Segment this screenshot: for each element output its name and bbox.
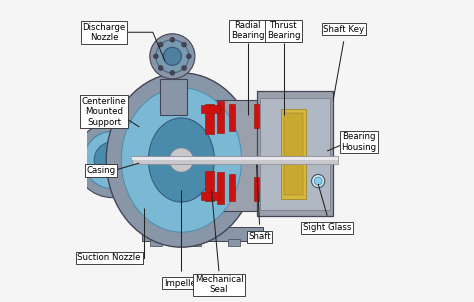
FancyBboxPatch shape: [254, 177, 259, 201]
Text: Centerline
Mounted
Support: Centerline Mounted Support: [82, 97, 127, 127]
FancyBboxPatch shape: [254, 104, 259, 128]
Circle shape: [182, 66, 186, 70]
FancyBboxPatch shape: [205, 171, 214, 201]
FancyBboxPatch shape: [201, 191, 220, 200]
Circle shape: [314, 177, 322, 185]
Circle shape: [84, 131, 141, 188]
Circle shape: [156, 40, 189, 73]
Text: Casing: Casing: [87, 166, 116, 175]
FancyBboxPatch shape: [260, 98, 330, 210]
Text: Radial
Bearing: Radial Bearing: [231, 21, 264, 40]
FancyBboxPatch shape: [229, 104, 236, 131]
Text: Shaft Key: Shaft Key: [323, 25, 365, 34]
FancyBboxPatch shape: [256, 91, 333, 216]
Circle shape: [164, 47, 182, 65]
Circle shape: [158, 66, 163, 70]
Circle shape: [170, 70, 175, 75]
Circle shape: [311, 175, 325, 188]
FancyBboxPatch shape: [189, 239, 201, 246]
Text: Impeller: Impeller: [164, 279, 199, 288]
Circle shape: [150, 34, 195, 79]
Circle shape: [154, 54, 158, 59]
FancyBboxPatch shape: [132, 156, 337, 164]
FancyBboxPatch shape: [142, 227, 263, 241]
FancyBboxPatch shape: [218, 101, 224, 133]
Text: Discharge
Nozzle: Discharge Nozzle: [82, 23, 126, 42]
FancyBboxPatch shape: [150, 239, 162, 246]
FancyBboxPatch shape: [283, 114, 303, 194]
FancyBboxPatch shape: [218, 172, 224, 204]
Text: Sight Glass: Sight Glass: [303, 223, 351, 232]
FancyBboxPatch shape: [229, 174, 236, 201]
FancyBboxPatch shape: [205, 104, 214, 134]
Text: Bearing
Housing: Bearing Housing: [341, 132, 376, 152]
Ellipse shape: [106, 73, 256, 247]
Circle shape: [169, 148, 193, 172]
Circle shape: [94, 142, 130, 178]
FancyBboxPatch shape: [160, 79, 187, 115]
Ellipse shape: [148, 118, 214, 202]
FancyBboxPatch shape: [228, 239, 240, 246]
Circle shape: [182, 42, 186, 47]
Circle shape: [186, 54, 191, 59]
FancyBboxPatch shape: [132, 157, 337, 160]
Circle shape: [75, 122, 150, 198]
Text: Mechanical
Seal: Mechanical Seal: [195, 275, 243, 294]
Text: Shaft: Shaft: [248, 232, 271, 241]
Text: Suction Nozzle: Suction Nozzle: [77, 253, 141, 262]
Circle shape: [158, 42, 163, 47]
Circle shape: [170, 37, 175, 42]
FancyBboxPatch shape: [211, 100, 260, 211]
FancyBboxPatch shape: [281, 109, 306, 199]
FancyBboxPatch shape: [201, 105, 220, 114]
Text: Thrust
Bearing: Thrust Bearing: [267, 21, 301, 40]
Ellipse shape: [121, 88, 242, 232]
